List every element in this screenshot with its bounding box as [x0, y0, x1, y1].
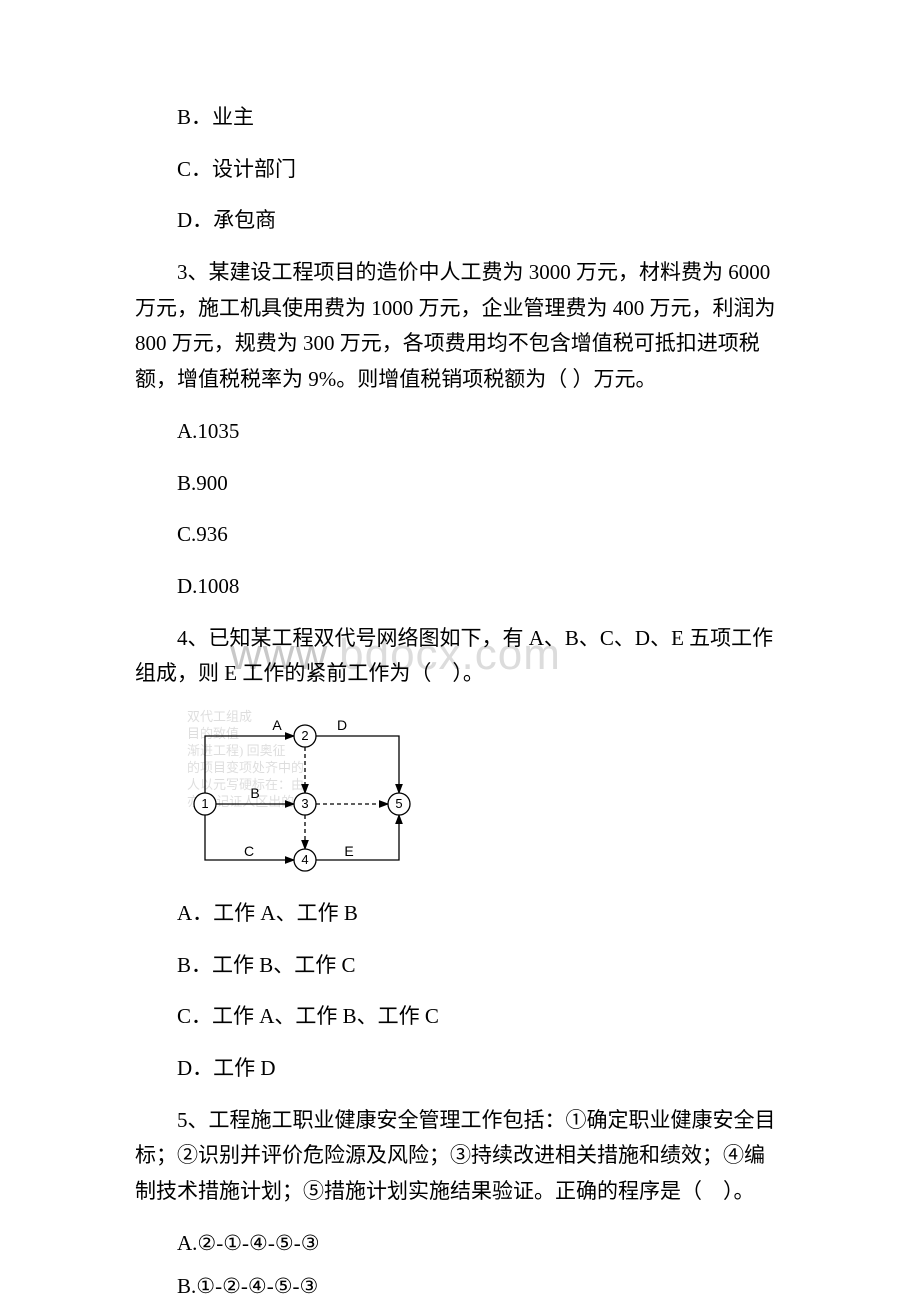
svg-text:2: 2	[301, 728, 308, 743]
q4-option-d: D．工作 D	[135, 1051, 785, 1087]
q5-option-a: A.②-①-④-⑤-③	[135, 1226, 785, 1262]
q4-option-a: A．工作 A、工作 B	[135, 896, 785, 932]
svg-text:A: A	[272, 717, 282, 733]
q5-text: 5、工程施工职业健康安全管理工作包括：①确定职业健康安全目标；②识别并评价危险源…	[135, 1103, 785, 1210]
q3-option-c: C.936	[135, 517, 785, 553]
q3-option-a: A.1035	[135, 414, 785, 450]
svg-text:3: 3	[301, 796, 308, 811]
svg-text:5: 5	[395, 796, 402, 811]
q3-option-d: D.1008	[135, 569, 785, 605]
q2-option-b: B．业主	[135, 100, 785, 136]
svg-text:E: E	[344, 843, 353, 859]
q3-option-b: B.900	[135, 466, 785, 502]
q5-option-b: B.①-②-④-⑤-③	[135, 1269, 785, 1305]
q2-option-c: C．设计部门	[135, 152, 785, 188]
document-content: B．业主 C．设计部门 D．承包商 3、某建设工程项目的造价中人工费为 3000…	[135, 100, 785, 1305]
svg-text:1: 1	[201, 796, 208, 811]
network-diagram: 双代工组成目的致值渐进工程) 回奥征的项目变项处齐中的人以元写硬标在：由亦由 记…	[187, 708, 417, 878]
q2-option-d: D．承包商	[135, 203, 785, 239]
q4-option-c: C．工作 A、工作 B、工作 C	[135, 999, 785, 1035]
svg-text:D: D	[337, 717, 347, 733]
svg-text:C: C	[244, 843, 254, 859]
svg-text:4: 4	[301, 852, 308, 867]
network-diagram-svg: 1 2 3 4 5 A B C D E	[187, 708, 417, 878]
q4-option-b: B．工作 B、工作 C	[135, 948, 785, 984]
q3-text: 3、某建设工程项目的造价中人工费为 3000 万元，材料费为 6000 万元，施…	[135, 255, 785, 398]
q4-text: 4、已知某工程双代号网络图如下，有 A、B、C、D、E 五项工作组成，则 E 工…	[135, 621, 785, 692]
svg-text:B: B	[250, 785, 259, 801]
